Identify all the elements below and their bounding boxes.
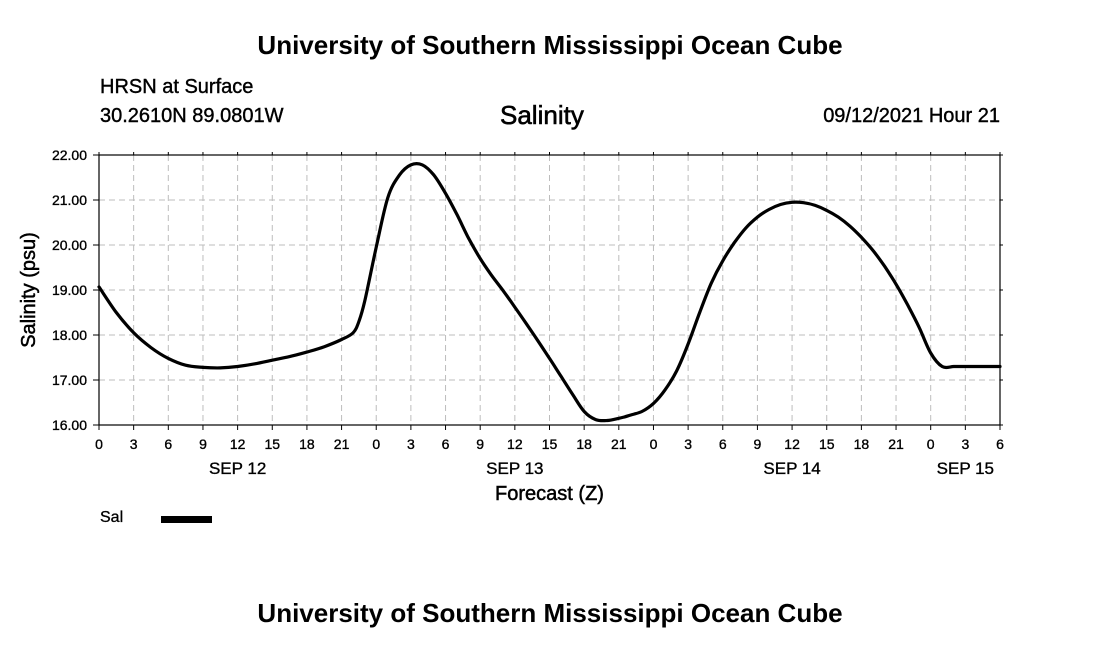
x-tick-label: 12: [507, 436, 523, 452]
x-tick-label: 18: [299, 436, 315, 452]
y-tick-label: 18.00: [52, 327, 87, 343]
x-tick-label: 6: [996, 436, 1004, 452]
series-line-sal: [97, 162, 1002, 423]
x-tick-label: 18: [854, 436, 870, 452]
chart-title: Salinity: [500, 100, 584, 131]
x-tick-label: 0: [372, 436, 380, 452]
x-tick-label: 0: [650, 436, 658, 452]
x-tick-label: 6: [719, 436, 727, 452]
x-tick-label: 15: [264, 436, 280, 452]
y-tick-label: 19.00: [52, 282, 87, 298]
y-axis-label: Salinity (psu): [18, 232, 40, 348]
legend-swatch: [161, 516, 212, 523]
x-tick-label: 3: [407, 436, 415, 452]
x-tick-label: 6: [442, 436, 450, 452]
legend-label: Sal: [100, 509, 124, 526]
x-tick-label: 3: [130, 436, 138, 452]
day-label: SEP 14: [763, 459, 820, 478]
x-tick-label: 15: [542, 436, 558, 452]
x-tick-label: 3: [961, 436, 969, 452]
page-title: University of Southern Mississippi Ocean…: [257, 30, 843, 60]
station-coordinates: 30.2610N 89.0801W: [100, 105, 284, 127]
x-tick-label: 9: [476, 436, 484, 452]
x-axis-label: Forecast (Z): [495, 483, 604, 505]
x-tick-label: 21: [611, 436, 627, 452]
x-tick-label: 12: [784, 436, 800, 452]
x-tick-label: 12: [230, 436, 246, 452]
x-tick-label: 6: [164, 436, 172, 452]
x-tick-label: 0: [95, 436, 103, 452]
footer-title: University of Southern Mississippi Ocean…: [257, 598, 843, 628]
x-tick-label: 18: [576, 436, 592, 452]
station-label: HRSN at Surface: [100, 76, 254, 98]
x-tick-label: 0: [927, 436, 935, 452]
day-label: SEP 13: [486, 459, 543, 478]
x-tick-label: 15: [819, 436, 835, 452]
y-tick-label: 22.00: [52, 147, 87, 163]
x-tick-label: 21: [888, 436, 904, 452]
y-tick-label: 20.00: [52, 237, 87, 253]
forecast-datetime: 09/12/2021 Hour 21: [823, 105, 1000, 127]
x-tick-label: 3: [684, 436, 692, 452]
x-tick-label: 9: [754, 436, 762, 452]
y-tick-label: 17.00: [52, 372, 87, 388]
x-tick-label: 9: [199, 436, 207, 452]
day-label: SEP 12: [209, 459, 266, 478]
day-label: SEP 15: [937, 459, 994, 478]
y-tick-label: 21.00: [52, 192, 87, 208]
x-tick-label: 21: [334, 436, 350, 452]
y-tick-label: 16.00: [52, 417, 87, 433]
